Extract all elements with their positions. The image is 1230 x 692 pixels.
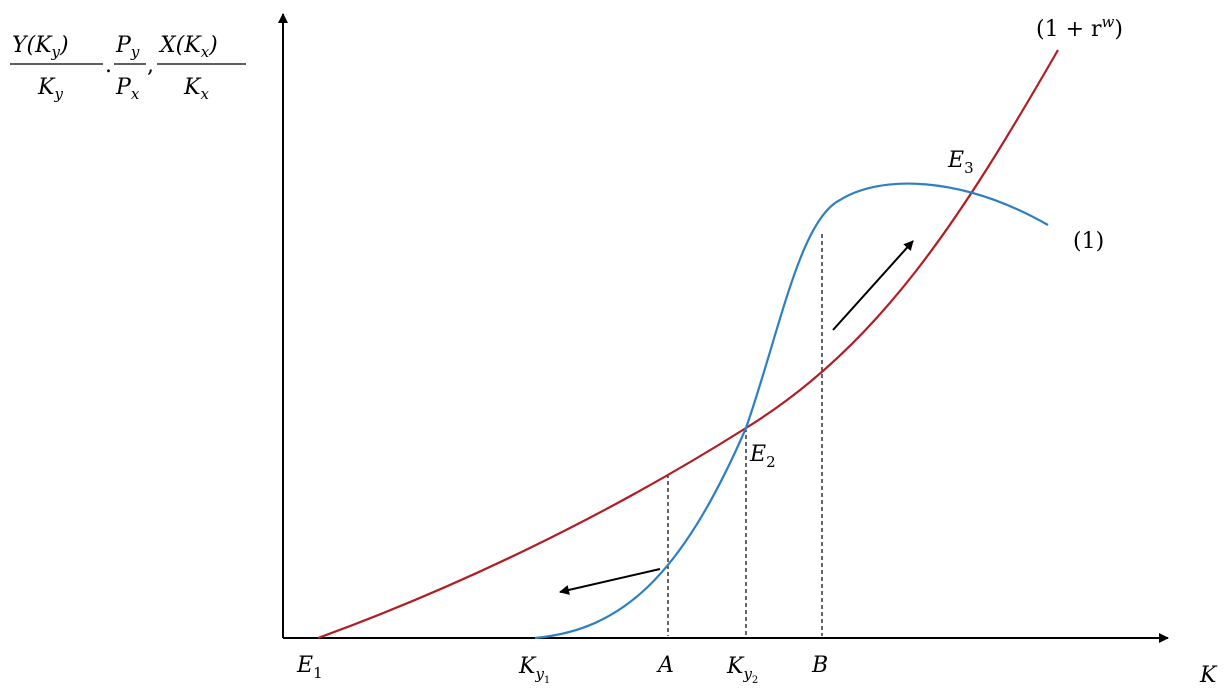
y-axis-label: Y(Ky) Ky . Py Px , X(Kx) Kx bbox=[10, 33, 246, 103]
blue-curve-label: (1) bbox=[1073, 229, 1104, 254]
svg-text:.: . bbox=[105, 53, 112, 78]
b-label: B bbox=[811, 653, 828, 678]
blue-curve bbox=[534, 182, 1049, 640]
red-curve bbox=[317, 49, 1059, 640]
ky1-label: Ky1 bbox=[518, 654, 550, 686]
svg-text:X(Kx): X(Kx) bbox=[158, 33, 218, 61]
e1-label: E1 bbox=[296, 653, 323, 682]
svg-text:Y(Ky): Y(Ky) bbox=[12, 33, 69, 61]
svg-text:Py: Py bbox=[115, 33, 140, 61]
red-curve-label: (1 + rw) bbox=[1036, 13, 1123, 42]
svg-text:Px: Px bbox=[115, 75, 140, 103]
e2-label: E2 bbox=[749, 442, 776, 471]
arrow-up-right bbox=[832, 240, 914, 331]
ky2-label: Ky2 bbox=[726, 654, 758, 686]
x-axis-label: K bbox=[1199, 663, 1218, 688]
svg-text:,: , bbox=[147, 53, 154, 78]
arrow-left bbox=[559, 568, 661, 595]
a-label: A bbox=[656, 653, 674, 678]
svg-text:Kx: Kx bbox=[183, 75, 209, 103]
e3-label: E3 bbox=[947, 148, 974, 177]
svg-text:Ky: Ky bbox=[37, 75, 63, 103]
